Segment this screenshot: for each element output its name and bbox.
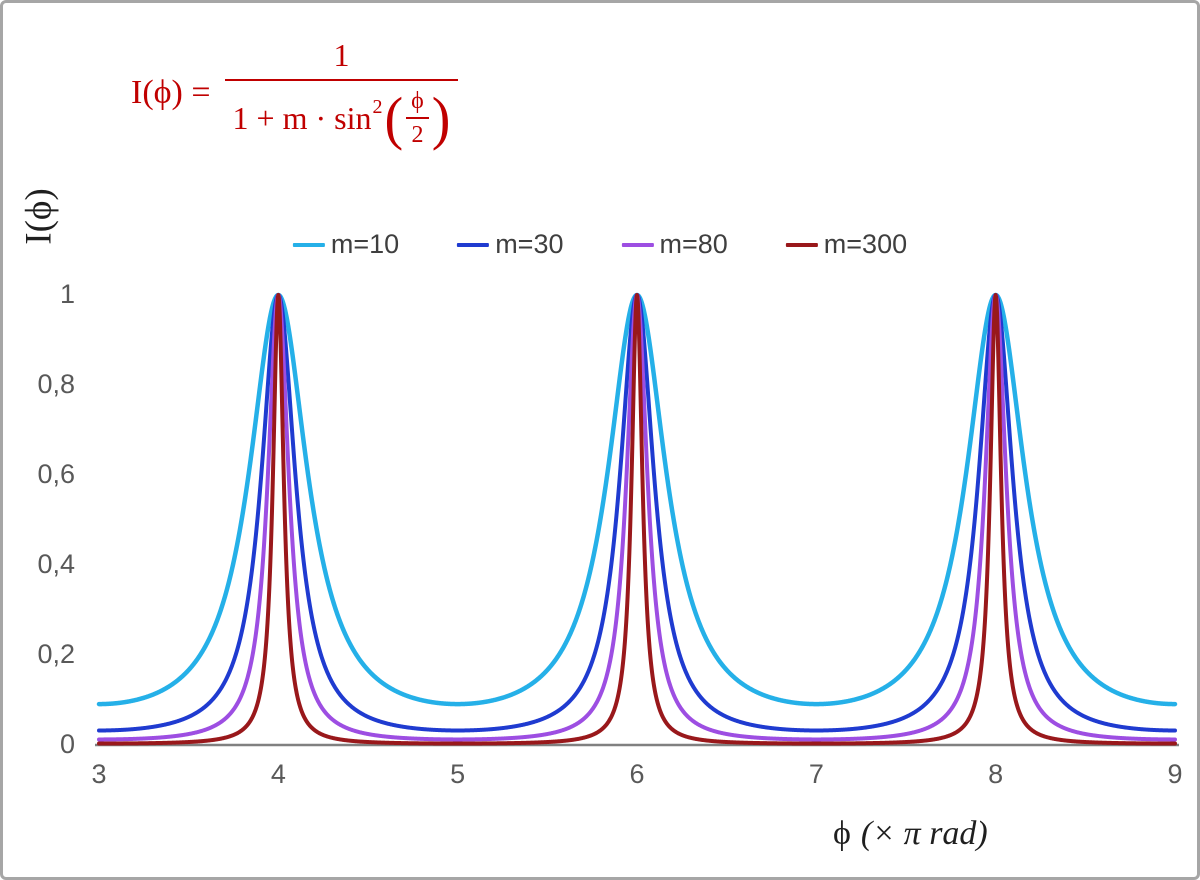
- x-tick-label-4: 4: [270, 759, 286, 789]
- x-tick-label-9: 9: [1167, 759, 1183, 789]
- legend-swatch: [785, 242, 818, 247]
- legend-swatch: [457, 242, 490, 247]
- curve-m=30: [97, 293, 1177, 733]
- x-axis-title: ϕ (× π rad): [833, 815, 988, 853]
- inner-numerator: ϕ: [411, 88, 424, 114]
- legend-label: m=300: [823, 229, 908, 259]
- x-axis-title-unit: (× π rad): [860, 815, 988, 852]
- y-tick-label-0,2: 0,2: [37, 639, 75, 669]
- formula-den-prefix: 1 + m · sin: [232, 100, 372, 136]
- y-tick-label-0,6: 0,6: [37, 459, 75, 489]
- y-tick-label-0,4: 0,4: [37, 549, 75, 579]
- legend: m=10 m=30 m=80 m=300: [292, 229, 908, 260]
- formula-fraction: 1 1 + m · sin 2 ( ϕ 2 ): [224, 37, 459, 149]
- legend-item-m=80: m=80: [621, 229, 728, 260]
- legend-swatch: [292, 242, 325, 247]
- formula-den-exponent: 2: [372, 96, 383, 118]
- legend-swatch: [621, 242, 654, 247]
- curve-m=300: [97, 293, 1177, 746]
- curves-group: [96, 292, 1178, 746]
- y-axis-title: I(ϕ): [18, 188, 60, 245]
- legend-label: m=80: [659, 229, 728, 259]
- x-tick-label-5: 5: [450, 759, 466, 789]
- formula-inner-fraction: ϕ 2: [406, 88, 429, 149]
- x-tick-label-6: 6: [629, 759, 645, 789]
- formula-annotation: I(ϕ) = 1 1 + m · sin 2 ( ϕ 2 ): [131, 37, 459, 149]
- y-tick-label-0,8: 0,8: [37, 369, 75, 399]
- y-tick-label-0: 0: [59, 729, 75, 759]
- legend-label: m=10: [330, 229, 400, 259]
- x-tick-label-8: 8: [988, 759, 1004, 789]
- formula-denominator: 1 + m · sin 2 ( ϕ 2 ): [224, 79, 459, 149]
- legend-item-m=10: m=10: [292, 229, 400, 260]
- x-axis-title-symbol: ϕ: [833, 815, 851, 852]
- legend-item-m=30: m=30: [457, 229, 563, 260]
- x-tick-label-7: 7: [808, 759, 824, 789]
- formula-lhs: I(ϕ) =: [131, 74, 211, 111]
- inner-denominator: 2: [406, 117, 429, 149]
- curve-m=80: [97, 293, 1177, 742]
- y-tick-label-1: 1: [59, 279, 75, 309]
- x-tick-label-3: 3: [91, 759, 107, 789]
- legend-item-m=300: m=300: [785, 229, 908, 260]
- plot-area: [95, 292, 1179, 747]
- formula-numerator: 1: [333, 37, 350, 73]
- legend-label: m=30: [495, 229, 564, 259]
